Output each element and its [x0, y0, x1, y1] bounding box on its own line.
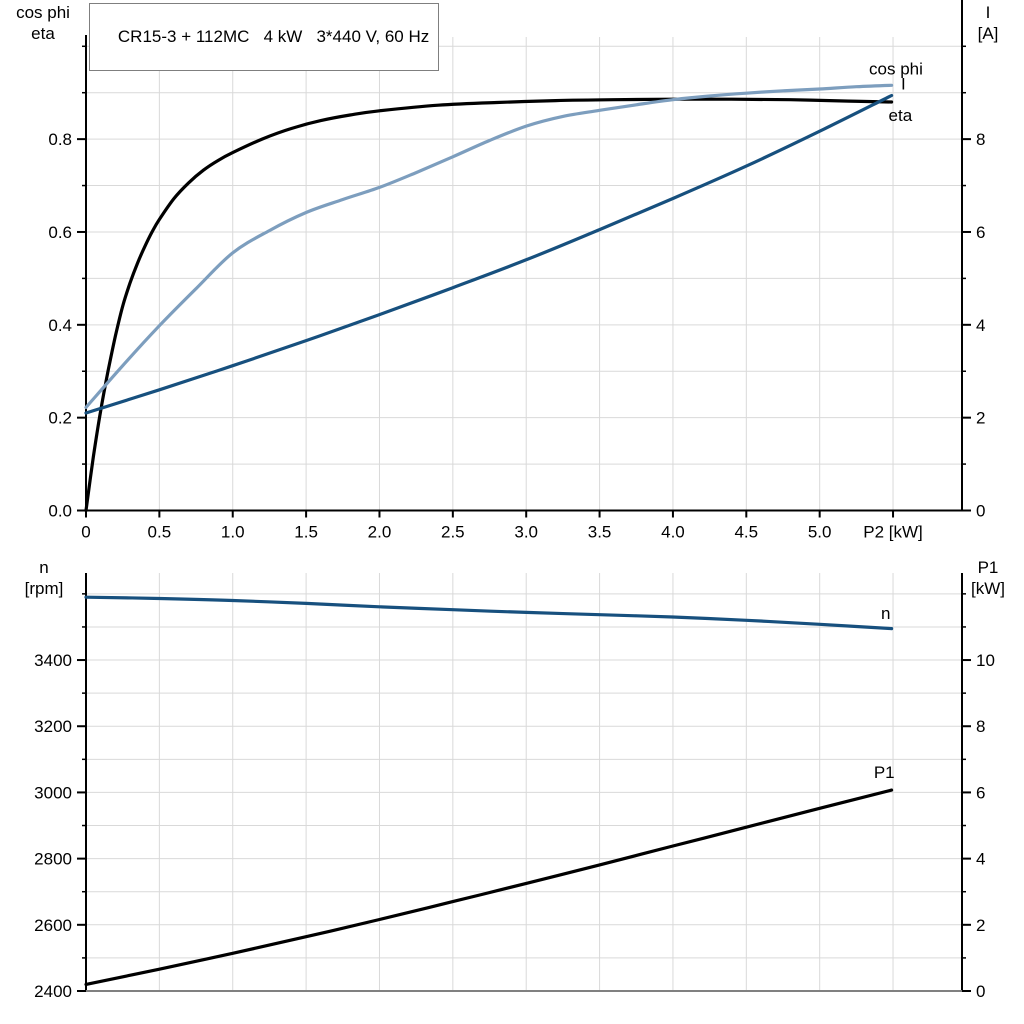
- bottom-right-axis-title: P1 [kW]: [956, 557, 1020, 599]
- x-axis-tick-label: 2.5: [441, 523, 465, 542]
- P1-curve-label: P1: [874, 763, 895, 782]
- cos-phi-curve-label: cos phi: [869, 60, 923, 79]
- x-axis-tick-label: 5.0: [808, 523, 832, 542]
- x-axis-tick-label: 4.5: [734, 523, 758, 542]
- left-axis-tick-label: 0.6: [48, 223, 72, 242]
- right-axis-tick-label: 0: [976, 502, 985, 521]
- axis-title-line: P1: [977, 558, 999, 577]
- x-axis-tick-label: 3.0: [514, 523, 538, 542]
- axis-title-line: cos phi: [16, 3, 70, 22]
- left-axis-tick-label: 3400: [34, 651, 72, 670]
- axis-title-line: n: [39, 558, 49, 577]
- right-axis-tick-label: 4: [976, 316, 985, 335]
- right-axis-tick-label: 0: [976, 982, 985, 1001]
- left-axis-tick-label: 0.2: [48, 409, 72, 428]
- right-axis-tick-label: 6: [976, 783, 985, 802]
- left-axis-tick-label: 3000: [34, 783, 72, 802]
- x-axis-tick-label: P2 [kW]: [863, 523, 923, 542]
- right-axis-tick-label: 4: [976, 850, 985, 869]
- cos-phi-curve: [84, 83, 894, 409]
- axis-title-line: [rpm]: [24, 579, 64, 598]
- n-curve-label: n: [881, 604, 890, 623]
- axis-title-line: [A]: [977, 24, 999, 43]
- x-axis-tick-label: 1.5: [294, 523, 318, 542]
- P1-curve: [84, 788, 894, 986]
- I-curve-label: I: [901, 74, 906, 93]
- top-left-axis-title: cos phi eta: [0, 2, 86, 44]
- x-axis-tick-label: 2.0: [368, 523, 392, 542]
- right-axis-tick-label: 6: [976, 223, 985, 242]
- left-axis-tick-label: 2400: [34, 982, 72, 1001]
- left-axis-tick-label: 2800: [34, 850, 72, 869]
- x-axis-tick-label: 1.0: [221, 523, 245, 542]
- right-axis-tick-label: 2: [976, 916, 985, 935]
- x-axis-tick-label: 3.5: [588, 523, 612, 542]
- eta-curve-label: eta: [889, 106, 913, 125]
- eta-curve: [84, 97, 894, 513]
- axis-title-line: eta: [31, 24, 55, 43]
- right-axis-tick-label: 10: [976, 651, 995, 670]
- right-axis-tick-label: 2: [976, 409, 985, 428]
- left-axis-tick-label: 0.4: [48, 316, 72, 335]
- x-axis-tick-label: 4.0: [661, 523, 685, 542]
- bottom-left-axis-title: n [rpm]: [0, 557, 88, 599]
- axis-title-line: [kW]: [971, 579, 1005, 598]
- left-axis-tick-label: 3200: [34, 717, 72, 736]
- right-axis-tick-label: 8: [976, 130, 985, 149]
- x-axis-tick-label: 0.5: [148, 523, 172, 542]
- left-axis-tick-label: 2600: [34, 916, 72, 935]
- top-right-axis-title: I [A]: [956, 2, 1020, 44]
- axis-title-line: I: [985, 3, 991, 22]
- chart-title-box: CR15-3 + 112MC 4 kW 3*440 V, 60 Hz: [89, 3, 440, 71]
- I-curve: [84, 93, 894, 415]
- x-axis-tick-label: 0: [81, 523, 90, 542]
- n-curve: [84, 595, 894, 631]
- left-axis-tick-label: 0.0: [48, 502, 72, 521]
- left-axis-tick-label: 0.8: [48, 130, 72, 149]
- right-axis-tick-label: 8: [976, 717, 985, 736]
- chart-title: CR15-3 + 112MC 4 kW 3*440 V, 60 Hz: [117, 27, 430, 46]
